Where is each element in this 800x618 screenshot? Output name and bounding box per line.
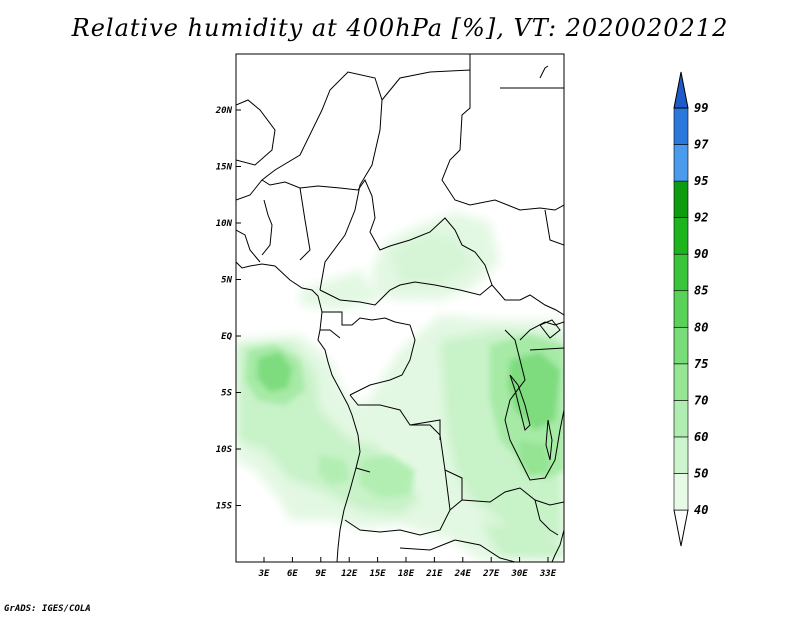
lon-tick-label: 18E bbox=[398, 569, 415, 579]
border bbox=[236, 229, 261, 263]
lake-malawi bbox=[545, 419, 553, 461]
border bbox=[381, 69, 564, 211]
border bbox=[261, 199, 273, 256]
colorbar-segment bbox=[673, 107, 689, 145]
humidity-area-core bbox=[518, 440, 550, 478]
lon-tick-label: 9E bbox=[315, 569, 326, 579]
border bbox=[299, 187, 311, 261]
border bbox=[344, 469, 451, 536]
border bbox=[349, 321, 416, 396]
colorbar-segment bbox=[673, 400, 689, 438]
colorbar-segment bbox=[673, 436, 689, 474]
coastline-west-africa bbox=[236, 261, 361, 562]
lat-tick-label: 15N bbox=[216, 163, 233, 173]
colorbar: 40 50 60 70 75 80 85 90 92 95 97 99 bbox=[673, 71, 709, 547]
lon-tick-label: 30E bbox=[510, 569, 528, 579]
border bbox=[504, 329, 564, 481]
lon-tick-label: 27E bbox=[482, 569, 500, 579]
lake-victoria bbox=[539, 319, 561, 339]
border bbox=[355, 467, 371, 473]
border bbox=[261, 178, 564, 316]
lat-tick-label: 10N bbox=[216, 219, 233, 229]
lon-tick-label: 21E bbox=[425, 569, 443, 579]
border bbox=[519, 321, 564, 341]
humidity-area-mid bbox=[390, 232, 475, 285]
colorbar-level-label: 85 bbox=[694, 284, 708, 298]
border bbox=[461, 487, 564, 506]
humidity-area-core bbox=[508, 352, 560, 430]
colorbar-level-label: 97 bbox=[694, 138, 709, 152]
colorbar-level-label: 50 bbox=[694, 466, 708, 480]
lon-tick-label: 6E bbox=[287, 569, 298, 579]
lon-tick-label: 12E bbox=[341, 569, 358, 579]
colorbar-segment bbox=[673, 144, 689, 182]
border bbox=[319, 281, 493, 306]
lat-tick-label: 5N bbox=[221, 276, 232, 286]
lon-tick-label: 3E bbox=[258, 569, 270, 579]
colorbar-segment bbox=[673, 473, 689, 511]
colorbar-level-label: 80 bbox=[694, 320, 708, 334]
colorbar-bottom-triangle bbox=[673, 509, 689, 547]
lat-tick-label: EQ bbox=[221, 332, 232, 342]
border bbox=[322, 311, 396, 326]
map-frame bbox=[235, 53, 565, 563]
chart-title: Relative humidity at 400hPa [%], VT: 202… bbox=[71, 14, 729, 42]
lat-tick-label: 10S bbox=[216, 445, 233, 455]
colorbar-segment bbox=[673, 180, 689, 218]
border bbox=[399, 539, 456, 551]
humidity-area-strong bbox=[318, 455, 350, 485]
colorbar-segment bbox=[673, 253, 689, 292]
colorbar-segment bbox=[673, 326, 689, 365]
colorbar-level-label: 70 bbox=[694, 393, 708, 407]
colorbar-top-triangle bbox=[673, 71, 689, 109]
lat-tick-label: 5S bbox=[221, 389, 232, 399]
humidity-area-mid bbox=[480, 520, 564, 560]
colorbar-level-label: 99 bbox=[694, 101, 708, 115]
lat-tick-label: 20N bbox=[215, 106, 233, 116]
longitude-axis: 3E 6E 9E 12E 15E 18E 21E 24E 27E 30E 33E bbox=[258, 557, 557, 579]
border bbox=[320, 329, 341, 339]
humidity-area-core bbox=[257, 352, 292, 392]
border bbox=[544, 209, 564, 246]
lon-tick-label: 24E bbox=[454, 569, 472, 579]
border bbox=[236, 99, 276, 166]
border bbox=[539, 65, 549, 79]
colorbar-level-label: 75 bbox=[694, 357, 708, 371]
colorbar-level-label: 40 bbox=[694, 503, 708, 517]
border bbox=[236, 71, 383, 291]
latitude-axis: 20N 15N 10N 5N EQ 5S 10S 15S bbox=[215, 106, 241, 512]
border bbox=[349, 394, 463, 511]
humidity-area-strong bbox=[360, 455, 415, 498]
humidity-field bbox=[236, 212, 564, 560]
lake-tanganyika bbox=[509, 374, 531, 431]
colorbar-level-label: 95 bbox=[694, 174, 708, 188]
border bbox=[534, 499, 559, 536]
colorbar-level-label: 60 bbox=[694, 430, 708, 444]
colorbar-level-label: 90 bbox=[694, 247, 708, 261]
border bbox=[454, 539, 516, 562]
border bbox=[529, 347, 564, 351]
border bbox=[409, 419, 441, 440]
colorbar-segment bbox=[673, 217, 689, 255]
colorbar-level-label: 92 bbox=[694, 211, 708, 225]
colorbar-segment bbox=[673, 363, 689, 401]
credit-label: GrADS: IGES/COLA bbox=[4, 604, 91, 614]
lon-tick-label: 15E bbox=[369, 569, 386, 579]
lon-tick-label: 33E bbox=[539, 569, 557, 579]
humidity-area-light bbox=[300, 270, 380, 310]
lat-tick-label: 15S bbox=[216, 502, 233, 512]
coastline-east-africa bbox=[551, 529, 564, 562]
colorbar-segment bbox=[673, 290, 689, 328]
boundaries bbox=[236, 54, 564, 562]
